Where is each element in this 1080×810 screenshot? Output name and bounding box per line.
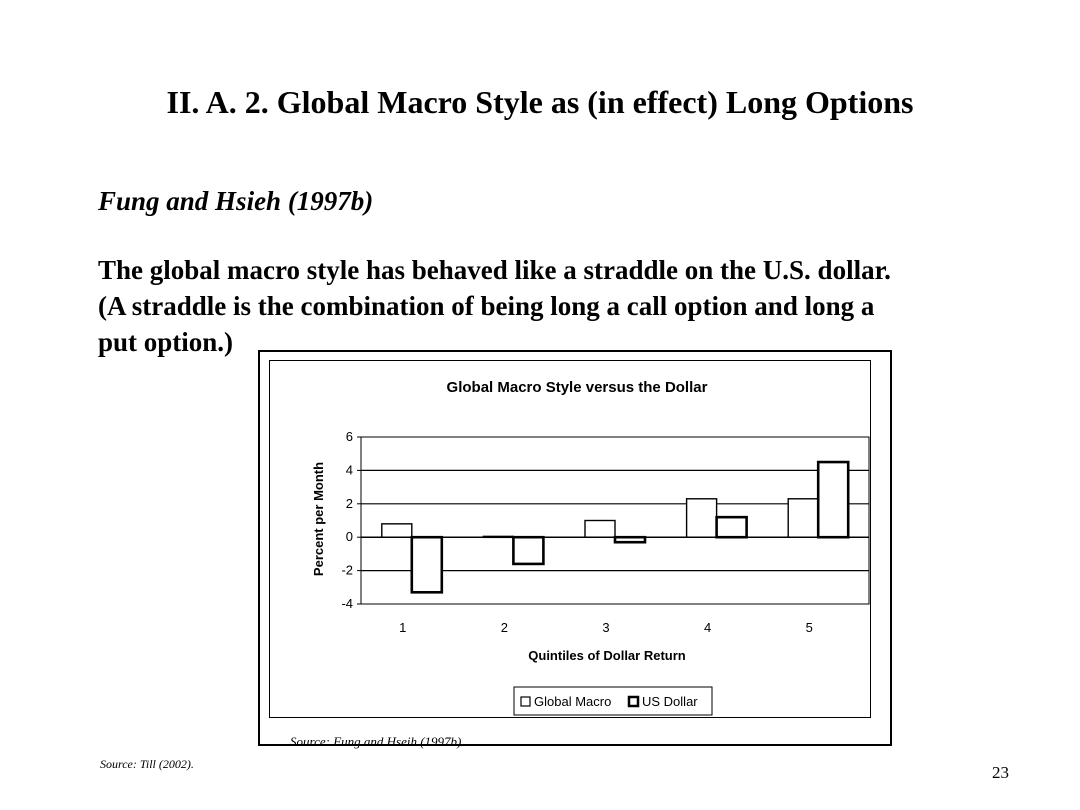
body-line-2: (A straddle is the combination of being …	[98, 291, 875, 321]
x-tick-label: 1	[399, 620, 406, 635]
slide-subtitle: Fung and Hsieh (1997b)	[98, 186, 374, 216]
y-axis-title: Percent per Month	[311, 462, 326, 576]
legend-label-us-dollar: US Dollar	[642, 694, 698, 709]
chart-frame: Global Macro Style versus the Dollar 6 4 2…	[269, 360, 871, 749]
bar-us-dollar-2	[512, 535, 545, 566]
bar-global-macro-5	[787, 498, 819, 538]
bar-us-dollar-5	[816, 460, 850, 539]
figure-source: Source: Fung and Hseih (1997b).	[290, 734, 465, 749]
body-text: The global macro style has behaved like …	[98, 252, 998, 360]
legend-frame	[513, 686, 713, 716]
page-number: 23	[992, 763, 1009, 782]
plot-area: 6 4 2 0 -2 -4 1 2 3 4 5	[341, 429, 870, 635]
legend-swatch-global-macro	[520, 696, 531, 707]
y-tick-label: 6	[346, 429, 353, 444]
bar-global-macro-1	[381, 523, 413, 538]
bar-chart: Global Macro Style versus the Dollar 6 4 2…	[311, 379, 870, 716]
body-line-1: The global macro style has behaved like …	[98, 255, 891, 285]
y-tick-label: -2	[341, 563, 353, 578]
legend: Global Macro US Dollar	[513, 686, 713, 716]
bar-us-dollar-4	[715, 515, 748, 539]
x-tick-label: 5	[806, 620, 813, 635]
chart-title: Global Macro Style versus the Dollar	[447, 379, 708, 396]
legend-swatch-us-dollar	[627, 695, 640, 708]
bar-global-macro-3	[584, 519, 616, 538]
y-tick-label: 0	[346, 529, 353, 544]
plot-border	[360, 436, 870, 605]
bar-us-dollar-1	[410, 535, 444, 594]
x-tick-label: 3	[602, 620, 609, 635]
slide-title: II. A. 2. Global Macro Style as (in effe…	[166, 84, 914, 120]
y-tick-label: -4	[341, 596, 353, 611]
x-tick-label: 2	[501, 620, 508, 635]
slide-source: Source: Till (2002).	[100, 757, 194, 771]
x-tick-label: 4	[704, 620, 711, 635]
y-tick-label: 2	[346, 496, 353, 511]
y-tick-label: 4	[346, 462, 353, 477]
x-axis-title: Quintiles of Dollar Return	[528, 648, 686, 663]
figure-frame: Global Macro Style versus the Dollar 6 4 2…	[258, 350, 892, 749]
legend-label-global-macro: Global Macro	[534, 694, 611, 709]
bar-global-macro-4	[685, 498, 718, 538]
bar-global-macro-2	[482, 535, 515, 539]
body-line-3: put option.)	[98, 327, 234, 357]
bar-us-dollar-3	[613, 535, 647, 544]
